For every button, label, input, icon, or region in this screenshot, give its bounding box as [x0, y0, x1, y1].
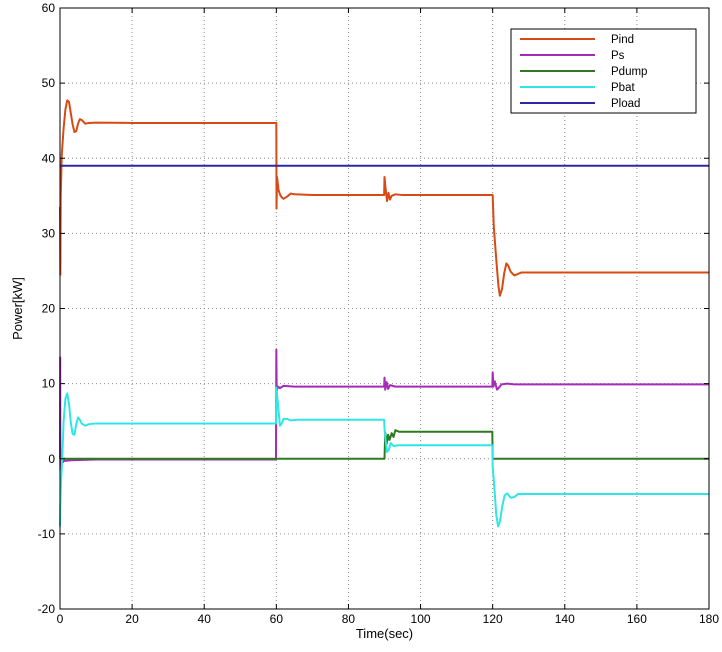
- x-tick-label: 180: [699, 612, 719, 626]
- y-tick-label: 0: [48, 452, 55, 466]
- legend-label: Pdump: [611, 66, 647, 78]
- y-tick-label: -20: [38, 602, 56, 616]
- legend: Pind Ps Pdump Pbat Pload: [510, 28, 697, 114]
- grid: [60, 8, 709, 609]
- legend-label: Ps: [611, 50, 625, 62]
- y-tick-label: -10: [38, 527, 56, 541]
- x-tick-label: 20: [125, 612, 139, 626]
- legend-label: Pind: [611, 34, 634, 46]
- series-line-pdump: [60, 429, 709, 460]
- y-tick-label: 10: [42, 377, 56, 391]
- x-axis-label: Time(sec): [356, 626, 413, 641]
- x-tick-label: 80: [342, 612, 356, 626]
- x-tick-label: 100: [411, 612, 431, 626]
- series-lines: [59, 99, 709, 528]
- series-line-pind: [59, 99, 709, 297]
- x-tick-label: 140: [555, 612, 575, 626]
- y-axis-label: Power[kW]: [10, 277, 25, 340]
- x-tick-label: 120: [483, 612, 503, 626]
- axis-ticks: -20 -10 0 10 20 30 40 50 60 0 20 40 60 80 100 120 140 160…: [38, 1, 720, 626]
- x-tick-label: 0: [57, 612, 64, 626]
- x-tick-label: 60: [270, 612, 284, 626]
- y-tick-label: 30: [42, 226, 56, 240]
- series-line-ps: [59, 348, 709, 472]
- y-tick-label: 60: [42, 1, 56, 15]
- y-tick-label: 40: [42, 151, 56, 165]
- legend-label: Pbat: [611, 82, 635, 94]
- legend-label: Pload: [611, 98, 640, 110]
- series-line-pbat: [59, 386, 709, 528]
- x-tick-label: 40: [198, 612, 212, 626]
- y-tick-label: 50: [42, 76, 56, 90]
- y-tick-label: 20: [42, 302, 56, 316]
- x-tick-label: 160: [627, 612, 647, 626]
